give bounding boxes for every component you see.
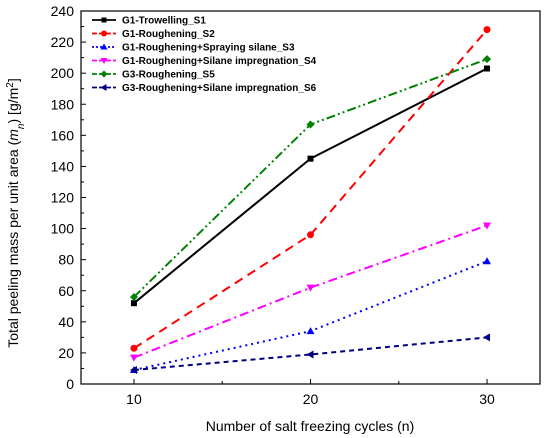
y-tick-label: 80: [58, 252, 74, 268]
triangle-down-marker: [483, 222, 492, 230]
y-tick-label: 120: [51, 190, 75, 206]
diamond-marker: [483, 55, 492, 64]
series-4: [129, 222, 492, 362]
diamond-marker: [306, 120, 315, 129]
x-tick-label: 30: [479, 391, 495, 407]
diamond-marker: [129, 292, 138, 301]
y-tick-label: 200: [51, 65, 75, 81]
triangle-left-marker: [129, 366, 137, 375]
circle-marker: [483, 26, 491, 34]
x-axis-title: Number of salt freezing cycles (n): [206, 418, 415, 434]
y-axis-title: Total peeling mass per unit area (mn) [g…: [5, 78, 27, 347]
y-tick-label: 180: [51, 96, 75, 112]
square-marker: [130, 300, 137, 307]
series-line: [133, 28, 488, 350]
series-5: [129, 55, 492, 301]
legend-entry: G3-Roughening_S5: [92, 70, 215, 81]
triangle-left-marker: [483, 333, 491, 342]
triangle-up-marker: [100, 43, 108, 50]
legend: G1-Trowelling_S1 G1-Roughening_S2 G1-Rough…: [92, 16, 317, 94]
y-tick-label: 220: [51, 34, 75, 50]
diamond-marker: [100, 70, 108, 78]
circle-marker: [101, 30, 107, 37]
series-line: [133, 224, 488, 359]
y-tick-label: 0: [66, 376, 74, 392]
legend-label: G3-Roughening_S5: [122, 70, 215, 81]
y-tick-label: 160: [51, 127, 75, 143]
square-marker: [484, 65, 491, 72]
legend-label: G1-Trowelling_S1: [122, 16, 206, 27]
series-6: [129, 333, 491, 375]
series-2: [130, 26, 491, 352]
legend-entry: G1-Roughening+Silane impregnation_S4: [92, 56, 317, 67]
circle-marker: [307, 231, 314, 239]
triangle-left-marker: [306, 350, 314, 359]
y-tick-label: 20: [58, 345, 74, 361]
triangle-up-marker: [306, 327, 315, 335]
legend-entry: G1-Trowelling_S1: [92, 16, 206, 27]
y-tick-label: 240: [51, 3, 75, 19]
x-tick-label: 20: [303, 391, 319, 407]
legend-entry: G1-Roughening_S2: [92, 29, 215, 40]
x-tick-label: 10: [126, 391, 142, 407]
legend-label: G1-Roughening+Spraying silane_S3: [122, 43, 295, 54]
y-tick-label: 40: [58, 314, 74, 330]
circle-marker: [130, 344, 138, 352]
series-layer: [129, 26, 492, 375]
ticks-layer: 0 20 40 60 80 100 120 140 160 180 200 220 240 10 20 30: [51, 3, 495, 407]
legend-entry: G1-Roughening+Spraying silane_S3: [92, 43, 295, 54]
triangle-down-marker: [100, 58, 108, 64]
legend-label: G1-Roughening+Silane impregnation_S4: [122, 56, 317, 67]
legend-entry: G3-Roughening+Silane impregnation_S6: [92, 83, 317, 94]
triangle-down-marker: [306, 284, 315, 292]
series-1: [130, 65, 491, 307]
y-tick-label: 100: [51, 221, 75, 237]
y-tick-label: 140: [51, 158, 75, 174]
triangle-left-marker: [100, 84, 107, 91]
legend-label: G1-Roughening_S2: [122, 29, 215, 40]
square-marker: [101, 17, 107, 23]
triangle-up-marker: [483, 257, 492, 265]
triangle-down-marker: [129, 354, 138, 362]
legend-label: G3-Roughening+Silane impregnation_S6: [122, 83, 317, 94]
y-tick-label: 60: [58, 283, 74, 299]
square-marker: [307, 155, 314, 162]
